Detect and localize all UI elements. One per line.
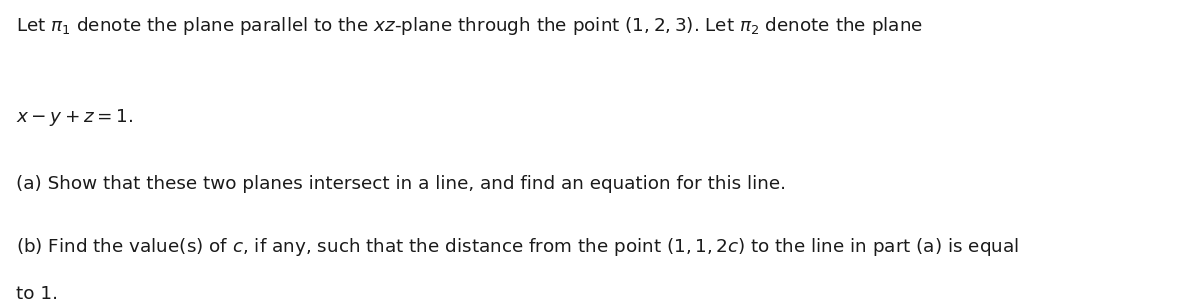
- Text: $x - y + z = 1$.: $x - y + z = 1$.: [16, 107, 133, 128]
- Text: (b) Find the value(s) of $c$, if any, such that the distance from the point $(1,: (b) Find the value(s) of $c$, if any, su…: [16, 236, 1019, 258]
- Text: to 1.: to 1.: [16, 285, 58, 302]
- Text: (a) Show that these two planes intersect in a line, and find an equation for thi: (a) Show that these two planes intersect…: [16, 175, 786, 193]
- Text: Let $\pi_1$ denote the plane parallel to the $xz$-plane through the point $(1, 2: Let $\pi_1$ denote the plane parallel to…: [16, 15, 923, 37]
